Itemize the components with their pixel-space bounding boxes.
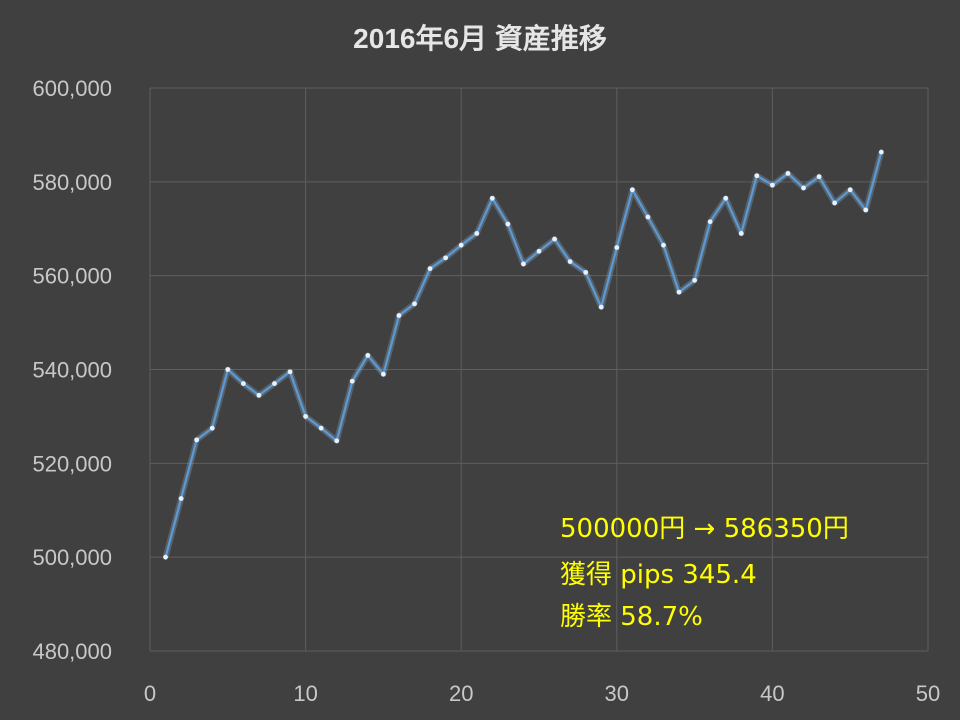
x-tick-label: 10	[293, 681, 317, 706]
data-point	[240, 381, 246, 386]
y-tick-label: 520,000	[32, 451, 112, 476]
data-point	[583, 269, 589, 275]
data-point	[225, 367, 231, 372]
tick-labels: 0 10 20 30 40 50 480,000 500,000 520,000 540,000 5…	[32, 76, 940, 706]
data-point	[816, 174, 822, 180]
data-point	[458, 242, 464, 248]
data-point	[412, 301, 417, 307]
gridlines	[149, 87, 929, 652]
x-tick-label: 30	[605, 681, 629, 706]
data-point	[209, 425, 215, 431]
annotation-asset-change: 500000円 → 586350円	[560, 514, 849, 544]
data-point	[318, 425, 324, 431]
data-point	[287, 369, 293, 375]
y-tick-label: 600,000	[32, 76, 112, 101]
x-tick-label: 50	[916, 681, 940, 706]
data-point	[194, 437, 200, 443]
chart-title: 2016年6月 資産推移	[353, 22, 607, 54]
data-point	[801, 185, 806, 191]
data-point	[770, 182, 775, 188]
data-point	[567, 259, 573, 264]
annotation-win-rate: 勝率 58.7%	[560, 602, 703, 632]
data-point	[303, 414, 308, 419]
data-point	[163, 554, 168, 560]
y-tick-label: 540,000	[32, 358, 112, 383]
data-point	[505, 221, 511, 227]
data-point	[256, 392, 262, 398]
data-point	[661, 242, 666, 248]
data-point	[443, 255, 449, 261]
data-point	[785, 170, 791, 176]
data-point	[863, 207, 869, 213]
data-point	[738, 231, 744, 236]
data-point	[349, 378, 355, 384]
annotation-pips: 獲得 pips 345.4	[560, 560, 757, 590]
series-line-glow	[162, 151, 885, 558]
data-point	[334, 438, 340, 444]
data-point	[489, 195, 495, 201]
data-point	[272, 381, 277, 386]
data-point	[427, 266, 433, 272]
data-point	[614, 245, 620, 250]
data-point	[598, 304, 604, 310]
y-tick-label: 560,000	[32, 264, 112, 289]
data-point	[381, 371, 386, 377]
y-tick-label: 580,000	[32, 170, 112, 195]
data-point	[521, 261, 526, 267]
data-point	[878, 149, 884, 155]
x-tick-label: 20	[449, 681, 473, 706]
data-point	[847, 187, 853, 193]
y-tick-label: 480,000	[32, 639, 112, 664]
y-tick-label: 500,000	[32, 545, 112, 570]
data-point	[365, 353, 371, 358]
x-tick-label: 0	[144, 681, 156, 706]
data-point	[723, 195, 729, 201]
data-point	[692, 277, 697, 283]
data-point	[178, 496, 184, 501]
data-point	[474, 231, 480, 236]
data-point	[536, 248, 542, 254]
data-point	[645, 214, 651, 220]
data-point	[676, 289, 682, 295]
annotation-box: 500000円 → 586350円 獲得 pips 345.4 勝率 58.7%	[560, 514, 849, 632]
data-point	[396, 313, 402, 318]
data-point	[832, 200, 838, 206]
data-point	[754, 173, 760, 179]
data-point	[707, 219, 713, 225]
data-point	[629, 187, 635, 193]
data-point	[552, 236, 557, 242]
series-line	[164, 151, 883, 558]
x-tick-label: 40	[760, 681, 784, 706]
series-layer	[162, 149, 885, 560]
